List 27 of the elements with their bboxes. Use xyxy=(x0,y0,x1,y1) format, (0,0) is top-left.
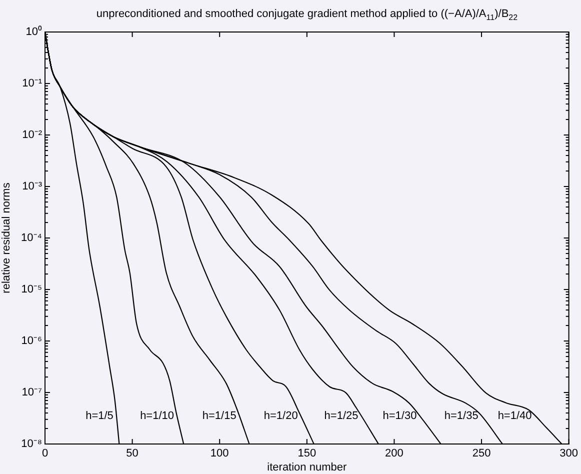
y-tick-label: 10⁻⁵ xyxy=(21,284,42,296)
y-axis-title: relative residual norms xyxy=(0,182,13,294)
y-tick-label: 10⁰ xyxy=(26,25,42,38)
x-tick-label: 50 xyxy=(126,448,138,460)
x-tick-label: 100 xyxy=(210,448,229,460)
series-label: h=1/20 xyxy=(264,410,298,422)
series-label: h=1/10 xyxy=(140,410,174,422)
y-tick-label: 10⁻⁶ xyxy=(21,335,42,348)
x-tick-label: 200 xyxy=(385,448,404,460)
x-tick-label: 300 xyxy=(560,448,578,460)
y-tick-label: 10⁻¹ xyxy=(22,78,42,90)
series-label: h=1/40 xyxy=(498,410,532,422)
y-tick-label: 10⁻² xyxy=(22,129,42,142)
x-axis-title: iteration number xyxy=(267,461,347,474)
series-label: h=1/35 xyxy=(444,410,478,422)
chart-title: unpreconditioned and smoothed conjugate gradient method applied to ((−A/A)/A$_{11}$)/B$_{22}$ xyxy=(95,8,519,22)
series-label: h=1/25 xyxy=(324,410,358,422)
series-label: h=1/30 xyxy=(382,410,417,422)
y-tick-label: 10⁻⁸ xyxy=(21,438,42,450)
x-tick-label: 0 xyxy=(42,448,48,460)
x-tick-label: 150 xyxy=(298,448,316,460)
y-tick-label: 10⁻⁴ xyxy=(21,232,42,244)
y-tick-label: 10⁻⁷ xyxy=(22,386,42,399)
series-label: h=1/15 xyxy=(202,410,236,422)
x-tick-label: 250 xyxy=(472,448,491,460)
series-label: h=1/5 xyxy=(86,410,114,422)
y-tick-label: 10⁻³ xyxy=(22,180,42,193)
